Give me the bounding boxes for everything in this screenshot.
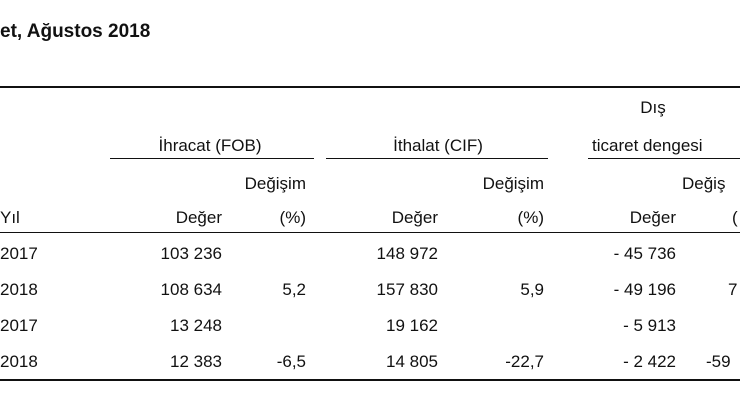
export-value: 108 634 bbox=[160, 280, 222, 299]
balance-header-line2: ticaret dengesi bbox=[592, 136, 703, 155]
export-change: 5,2 bbox=[282, 280, 306, 299]
balance-header-line1: Dış bbox=[640, 98, 666, 117]
row-year: 2018 bbox=[0, 280, 38, 299]
import-value: 14 805 bbox=[386, 352, 438, 371]
export-value: 13 248 bbox=[170, 316, 222, 335]
table-top-rule bbox=[0, 86, 740, 88]
export-change: -6,5 bbox=[276, 352, 306, 371]
balance-value: - 5 913 bbox=[623, 316, 676, 335]
balance-pct-header: ( bbox=[732, 208, 738, 227]
balance-group-rule bbox=[588, 158, 740, 159]
row-year: 2017 bbox=[0, 244, 38, 263]
balance-value-header: Değer bbox=[629, 208, 676, 227]
import-change: 5,9 bbox=[520, 280, 544, 299]
export-value: 103 236 bbox=[160, 244, 222, 263]
export-value: 12 383 bbox=[170, 352, 222, 371]
import-pct-header: (%) bbox=[517, 208, 544, 227]
import-value-header: Değer bbox=[391, 208, 438, 227]
balance-change: -59 bbox=[706, 352, 731, 371]
import-header: İthalat (CIF) bbox=[393, 136, 483, 155]
header-bottom-rule bbox=[0, 232, 740, 233]
balance-value: - 2 422 bbox=[623, 352, 676, 371]
balance-change: 7 bbox=[728, 280, 738, 299]
year-header: Yıl bbox=[0, 208, 20, 227]
page-title: et, Ağustos 2018 bbox=[0, 21, 151, 42]
export-change-header: Değişim bbox=[244, 174, 306, 193]
import-change-header: Değişim bbox=[482, 174, 544, 193]
balance-value: - 49 196 bbox=[613, 280, 676, 299]
export-pct-header: (%) bbox=[279, 208, 306, 227]
import-change: -22,7 bbox=[505, 352, 544, 371]
export-value-header: Değer bbox=[175, 208, 222, 227]
row-year: 2017 bbox=[0, 316, 38, 335]
row-year: 2018 bbox=[0, 352, 38, 371]
import-value: 19 162 bbox=[386, 316, 438, 335]
balance-change-header: Değiş bbox=[682, 174, 726, 193]
table-bottom-rule bbox=[0, 379, 740, 381]
import-group-rule bbox=[326, 158, 548, 159]
import-value: 148 972 bbox=[376, 244, 438, 263]
export-group-rule bbox=[110, 158, 314, 159]
import-value: 157 830 bbox=[376, 280, 438, 299]
export-header: İhracat (FOB) bbox=[158, 136, 262, 155]
balance-value: - 45 736 bbox=[613, 244, 676, 263]
